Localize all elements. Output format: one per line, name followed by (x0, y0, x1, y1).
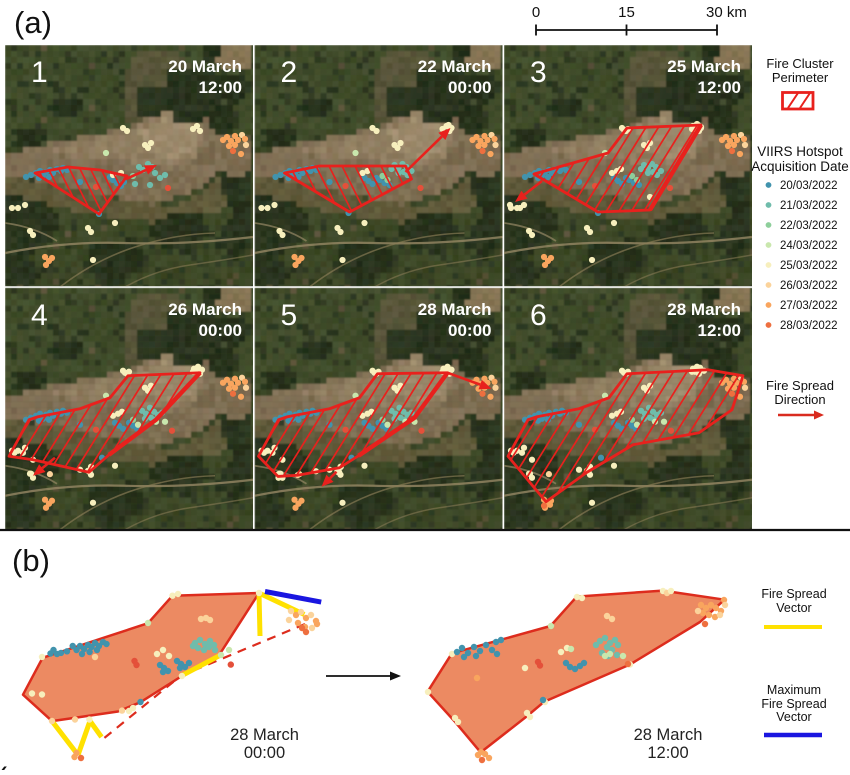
svg-text:Maximum: Maximum (767, 683, 821, 697)
svg-text:Fire Cluster: Fire Cluster (766, 56, 834, 71)
svg-text:26/03/2022: 26/03/2022 (780, 280, 838, 292)
svg-text:(a): (a) (14, 5, 52, 40)
svg-text:27/03/2022: 27/03/2022 (780, 300, 838, 312)
svg-text:28/03/2022: 28/03/2022 (780, 320, 838, 332)
svg-text:6: 6 (530, 299, 547, 332)
svg-text:26 March: 26 March (168, 300, 242, 319)
svg-text:Vector: Vector (776, 601, 811, 615)
svg-text:(b): (b) (12, 543, 50, 578)
svg-text:12:00: 12:00 (698, 321, 741, 340)
svg-text:12:00: 12:00 (647, 744, 688, 762)
svg-text:28 March: 28 March (667, 300, 741, 319)
svg-text:1: 1 (31, 56, 48, 89)
svg-text:25 March: 25 March (667, 57, 741, 76)
svg-text:00:00: 00:00 (244, 744, 285, 762)
svg-text:12:00: 12:00 (199, 78, 242, 97)
svg-text:28 March: 28 March (634, 726, 703, 744)
svg-text:20 March: 20 March (168, 57, 242, 76)
svg-text:Direction: Direction (774, 392, 825, 407)
svg-text:3: 3 (530, 56, 547, 89)
svg-text:28 March: 28 March (230, 726, 299, 744)
svg-text:Vector: Vector (776, 710, 811, 724)
svg-text:Fire Spread: Fire Spread (761, 587, 826, 601)
svg-text:28 March: 28 March (418, 300, 492, 319)
svg-text:24/03/2022: 24/03/2022 (780, 240, 838, 252)
svg-text:30 km: 30 km (706, 4, 747, 21)
svg-text:22/03/2022: 22/03/2022 (780, 220, 838, 232)
svg-text:21/03/2022: 21/03/2022 (780, 200, 838, 212)
svg-text:Fire Spread: Fire Spread (766, 378, 834, 393)
svg-text:00:00: 00:00 (199, 321, 242, 340)
svg-text:25/03/2022: 25/03/2022 (780, 260, 838, 272)
svg-text:15: 15 (618, 4, 635, 21)
svg-text:(: ( (0, 762, 7, 770)
svg-text:5: 5 (281, 299, 298, 332)
svg-text:12:00: 12:00 (698, 78, 741, 97)
svg-text:4: 4 (31, 299, 48, 332)
svg-text:VIIRS Hotspot: VIIRS Hotspot (757, 144, 843, 159)
svg-text:0: 0 (532, 4, 540, 21)
svg-text:00:00: 00:00 (448, 321, 491, 340)
svg-text:22 March: 22 March (418, 57, 492, 76)
svg-text:20/03/2022: 20/03/2022 (780, 180, 838, 192)
svg-text:Fire Spread: Fire Spread (761, 697, 826, 711)
svg-text:Acquisition Date: Acquisition Date (751, 159, 849, 174)
svg-text:00:00: 00:00 (448, 78, 491, 97)
svg-text:2: 2 (281, 56, 298, 89)
svg-text:Perimeter: Perimeter (772, 70, 829, 85)
